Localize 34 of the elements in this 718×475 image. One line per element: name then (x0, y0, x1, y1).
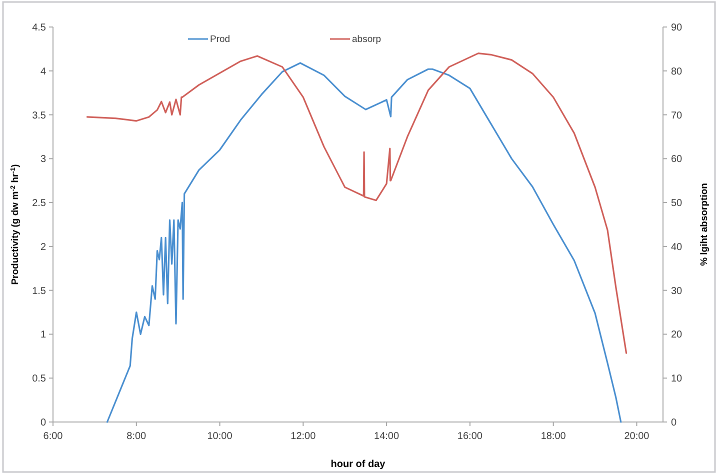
y-tick-label: 2.5 (32, 198, 46, 210)
x-tick-label: 6:00 (43, 431, 64, 442)
y-tick-label: 3.5 (32, 110, 46, 122)
x-tick-label: 20:00 (624, 431, 650, 442)
y-tick-label: 0 (40, 418, 46, 428)
x-axis-title: hour of day (330, 459, 386, 470)
y2-tick-label: 10 (671, 374, 683, 385)
legend-label: Prod (210, 34, 230, 45)
x-tick-label: 12:00 (290, 431, 316, 442)
y-tick-label: 4 (40, 66, 46, 78)
y2-tick-label: 60 (671, 154, 683, 166)
y-tick-label: 1.5 (32, 286, 46, 297)
y2-tick-label: 20 (671, 330, 683, 341)
y2-tick-label: 90 (671, 22, 683, 34)
x-tick-label: 14:00 (374, 431, 400, 442)
y-tick-label: 3 (40, 154, 46, 166)
y-tick-label: 1 (40, 330, 46, 341)
y-tick-label: 0.5 (32, 374, 46, 385)
x-tick-label: 8:00 (126, 431, 147, 442)
line-series (106, 62, 622, 423)
x-tick-label: 16:00 (457, 431, 483, 442)
y-tick-label: 2 (40, 242, 46, 253)
y2-tick-label: 0 (671, 418, 677, 428)
x-tick-label: 10:00 (207, 431, 233, 442)
y2-tick-label: 80 (671, 66, 683, 78)
legend-label: absorp (352, 34, 382, 45)
x-tick-label: 18:00 (540, 431, 566, 442)
y-tick-label: 4.5 (32, 22, 46, 34)
y2-tick-label: 30 (671, 286, 683, 297)
line-series (86, 52, 628, 354)
y2-tick-label: 40 (671, 242, 683, 253)
y2-tick-label: 50 (671, 198, 683, 210)
y2-axis-title: % lgiht absorption (699, 182, 710, 266)
y2-tick-label: 70 (671, 110, 683, 122)
